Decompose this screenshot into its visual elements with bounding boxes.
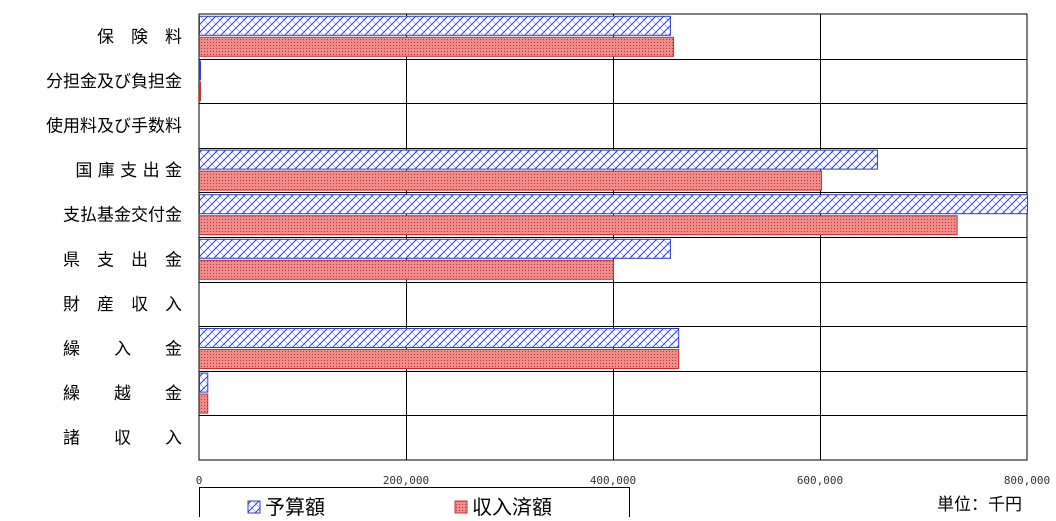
x-tick-label: 800,000 [1004, 474, 1050, 487]
category-label: 保 険 料 [97, 27, 182, 47]
bar-budget [199, 372, 209, 393]
x-tick-label: 0 [196, 474, 203, 487]
category-label: 国 庫 支 出 金 [75, 161, 182, 181]
category-label: 繰 越 金 [63, 384, 182, 404]
x-tick-label: 600,000 [797, 474, 843, 487]
x-tick-labels: 0 200,000 400,000 600,000 800,000 [196, 474, 1050, 487]
bar-budget [199, 328, 680, 348]
category-label: 諸 収 入 [63, 429, 182, 449]
legend-box [199, 487, 630, 521]
bar-revenue [199, 393, 209, 414]
bar-revenue [199, 36, 675, 57]
bar-budget [199, 60, 202, 81]
bars [199, 15, 1028, 414]
bar-revenue [199, 170, 823, 191]
category-label: 繰 入 金 [63, 340, 182, 360]
bar-budget [199, 15, 671, 36]
category-label: 支払基金交付金 [63, 206, 182, 226]
category-label: 県 支 出 金 [63, 250, 182, 270]
category-label: 分担金及び負担金 [46, 72, 182, 92]
legend-label-revenue: 収入済額 [472, 495, 552, 517]
bar-revenue [199, 215, 958, 236]
bar-revenue [199, 259, 614, 280]
legend-swatch-budget [247, 500, 261, 514]
x-tick-label: 200,000 [383, 474, 429, 487]
bar-budget [199, 194, 1028, 215]
bar-revenue [199, 349, 680, 369]
category-label: 使用料及び手数料 [46, 116, 182, 137]
bar-revenue [199, 81, 202, 102]
grid [198, 13, 1028, 461]
legend-swatch-revenue [454, 500, 468, 514]
x-tick-label: 400,000 [590, 474, 636, 487]
unit-label: 単位：千円 [937, 495, 1022, 515]
legend-label-budget: 予算額 [265, 495, 325, 517]
bar-budget [199, 238, 671, 259]
bar-budget [199, 149, 878, 170]
legend: 予算額 収入済額 [199, 487, 630, 521]
category-label: 財 産 収 入 [63, 295, 182, 315]
